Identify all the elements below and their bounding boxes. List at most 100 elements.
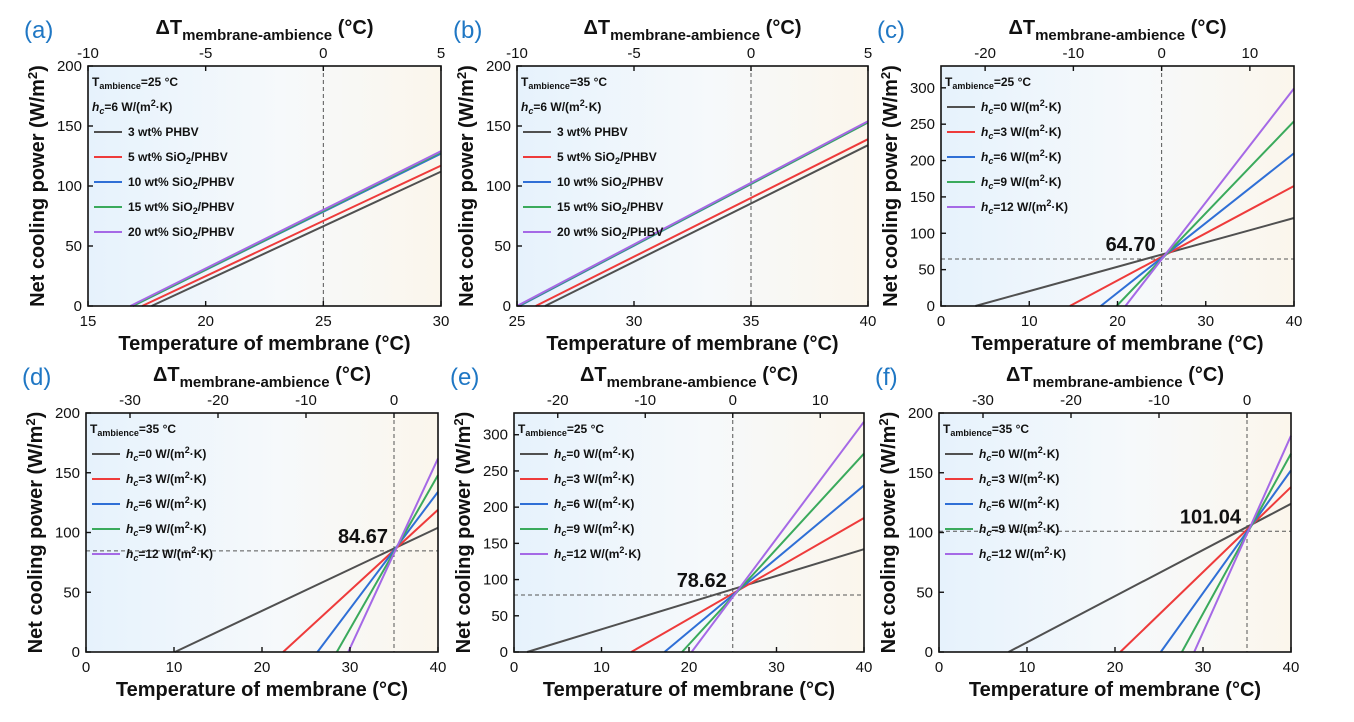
x-axis-title: Temperature of membrane (°C): [116, 679, 408, 701]
legend-header: Tambience=25 °C: [518, 422, 604, 438]
plot-background: [939, 413, 1291, 652]
legend-entry: 5 wt% SiO2/PHBV: [557, 150, 657, 166]
y-tick-label: 0: [925, 644, 933, 661]
series-line: [630, 517, 865, 653]
y-tick-label: 150: [486, 118, 511, 135]
top-axis-title: ΔTmembrane-ambience (°C): [1009, 17, 1227, 44]
top-tick-label: -30: [972, 392, 994, 409]
top-tick-label: -20: [1060, 392, 1082, 409]
legend-entry: hc=12 W/(m2·K): [126, 545, 213, 563]
y-tick-label: 50: [65, 238, 82, 255]
legend-entry: 10 wt% SiO2/PHBV: [557, 175, 663, 191]
chart-panel: 25 30 35 40 0 50 100 150 200-10 -5 0 5 Temperature o…: [453, 17, 876, 355]
chart-panel: 0 10 20 30 40 0 50 100 150 200 -30 -20 -10 0 Temperatu…: [22, 364, 446, 701]
top-axis-title: ΔTmembrane-ambience (°C): [156, 17, 374, 44]
y-tick-label: 300: [910, 80, 935, 97]
panel-label: (f): [875, 364, 898, 391]
series-line: [174, 526, 439, 653]
x-tick-label: 30: [433, 313, 450, 330]
top-tick-label: -5: [199, 45, 212, 62]
legend-entry: hc=6 W/(m2·K): [554, 495, 634, 513]
series-line: [129, 150, 442, 307]
series-line: [535, 138, 869, 307]
intersection-value: 64.70: [1106, 234, 1156, 256]
legend-entry: 15 wt% SiO2/PHBV: [557, 200, 663, 216]
y-axis-title: Net cooling power (W/m2): [878, 65, 902, 307]
y-axis-title: Net cooling power (W/m2): [454, 65, 478, 307]
y-axis-title: Net cooling power (W/m2): [876, 412, 900, 654]
x-tick-label: 0: [937, 313, 945, 330]
top-tick-label: -10: [1063, 45, 1085, 62]
top-axis-title: ΔTmembrane-ambience (°C): [153, 364, 371, 391]
x-tick-label: 40: [860, 313, 877, 330]
series-line: [282, 509, 439, 653]
legend-entry: 3 wt% PHBV: [557, 125, 628, 139]
legend-entry: hc=0 W/(m2·K): [981, 98, 1061, 116]
legend-entry: 20 wt% SiO2/PHBV: [128, 225, 234, 241]
series-line: [526, 548, 865, 653]
series-line: [141, 164, 442, 307]
legend-entry: hc=3 W/(m2·K): [554, 470, 634, 488]
series-line: [1193, 435, 1292, 653]
y-tick-label: 100: [483, 572, 508, 589]
y-tick-label: 150: [908, 465, 933, 482]
legend-entry: 15 wt% SiO2/PHBV: [128, 200, 234, 216]
legend-entry: hc=9 W/(m2·K): [979, 520, 1059, 538]
x-tick-label: 30: [1197, 313, 1214, 330]
legend-entry: hc=3 W/(m2·K): [126, 470, 206, 488]
series-line: [1115, 120, 1295, 307]
y-tick-label: 200: [483, 499, 508, 516]
top-tick-label: 0: [319, 45, 327, 62]
x-tick-label: 30: [626, 313, 643, 330]
legend-entry: hc=12 W/(m2·K): [554, 545, 641, 563]
legend-entry: hc=0 W/(m2·K): [979, 445, 1059, 463]
x-tick-label: 0: [82, 659, 90, 676]
series-line: [663, 484, 865, 653]
legend-entry: hc=12 W/(m2·K): [981, 198, 1068, 216]
legend-entry: hc=6 W/(m2·K): [979, 495, 1059, 513]
y-tick-label: 200: [57, 58, 82, 75]
y-tick-label: 250: [483, 463, 508, 480]
x-tick-label: 30: [342, 659, 359, 676]
x-tick-label: 20: [1107, 659, 1124, 676]
top-tick-label: 10: [812, 392, 829, 409]
legend-header: Tambience=35 °C: [90, 422, 176, 438]
legend-entry: 3 wt% PHBV: [128, 125, 199, 139]
x-tick-label: 30: [768, 659, 785, 676]
top-tick-label: 0: [747, 45, 755, 62]
legend-entry: hc=3 W/(m2·K): [979, 470, 1059, 488]
y-tick-label: 50: [918, 262, 935, 279]
y-tick-label: 150: [55, 465, 80, 482]
series-line: [1181, 453, 1292, 653]
y-tick-label: 100: [910, 225, 935, 242]
x-tick-label: 10: [1019, 659, 1036, 676]
x-axis-title: Temperature of membrane (°C): [543, 679, 835, 701]
top-tick-label: -20: [207, 392, 229, 409]
intersection-value: 78.62: [677, 570, 727, 592]
top-tick-label: -10: [77, 45, 99, 62]
series-line: [335, 474, 439, 653]
y-tick-label: 50: [491, 608, 508, 625]
x-axis-title: Temperature of membrane (°C): [118, 333, 410, 355]
series-line: [1100, 152, 1295, 307]
top-tick-label: -10: [634, 392, 656, 409]
legend-entry: 5 wt% SiO2/PHBV: [128, 150, 228, 166]
top-tick-label: -10: [506, 45, 528, 62]
top-axis-title: ΔTmembrane-ambience (°C): [584, 17, 802, 44]
series-line: [151, 170, 442, 307]
y-tick-label: 200: [908, 405, 933, 422]
top-tick-label: 0: [729, 392, 737, 409]
plot-background: [517, 66, 868, 306]
panel-label: (d): [22, 364, 51, 391]
top-tick-label: 10: [1242, 45, 1259, 62]
y-tick-label: 100: [908, 525, 933, 542]
series-line: [690, 421, 865, 653]
y-tick-label: 0: [72, 644, 80, 661]
y-tick-label: 300: [483, 427, 508, 444]
x-axis-title: Temperature of membrane (°C): [546, 333, 838, 355]
top-tick-label: -30: [119, 392, 141, 409]
x-tick-label: 0: [510, 659, 518, 676]
legend-header: Tambience=35 °C: [943, 422, 1029, 438]
y-tick-label: 50: [916, 584, 933, 601]
